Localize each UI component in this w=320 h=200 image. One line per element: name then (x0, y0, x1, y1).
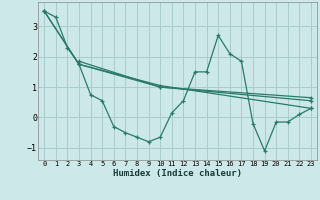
X-axis label: Humidex (Indice chaleur): Humidex (Indice chaleur) (113, 169, 242, 178)
